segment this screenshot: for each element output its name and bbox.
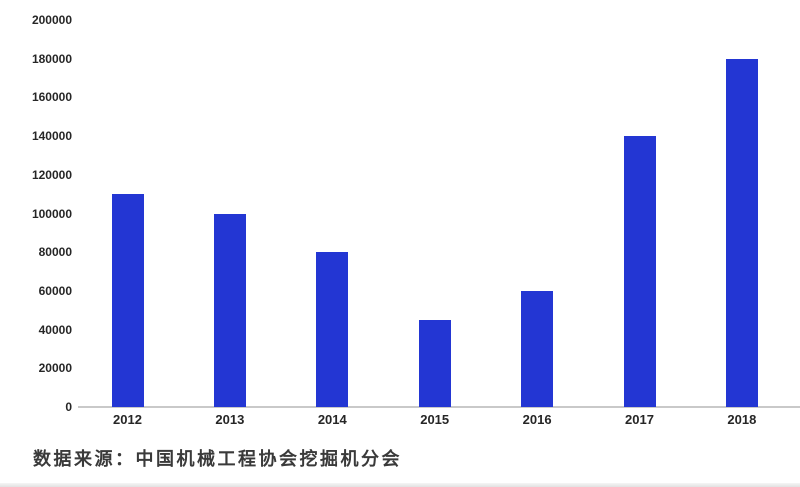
x-tick-label-2014: 2014 bbox=[317, 412, 347, 427]
y-tick-label: 200000 bbox=[31, 13, 72, 27]
y-tick-label: 40000 bbox=[38, 322, 72, 337]
y-tick-label: 140000 bbox=[31, 129, 72, 144]
y-tick-label: 120000 bbox=[31, 167, 72, 182]
bar-2015 bbox=[418, 319, 451, 407]
x-tick-label-2015: 2015 bbox=[420, 412, 450, 427]
bar-2013 bbox=[213, 213, 246, 407]
bar-2014 bbox=[316, 252, 349, 407]
y-tick-label: 100000 bbox=[31, 206, 72, 221]
y-tick-label: 20000 bbox=[38, 361, 72, 376]
bar-2016 bbox=[521, 290, 554, 407]
y-tick-label: 0 bbox=[65, 400, 72, 414]
y-tick-label: 60000 bbox=[38, 283, 72, 298]
y-tick-label: 160000 bbox=[31, 90, 72, 105]
bar-2012 bbox=[111, 194, 144, 407]
y-tick-label: 80000 bbox=[38, 245, 72, 260]
y-tick-label: 180000 bbox=[31, 51, 72, 66]
bottom-edge-strip bbox=[0, 483, 800, 487]
data-source-caption: 数据来源：中国机械工程协会挖掘机分会 bbox=[33, 449, 402, 469]
x-tick-label-2012: 2012 bbox=[113, 412, 142, 427]
x-tick-label-2018: 2018 bbox=[727, 412, 757, 427]
x-tick-label-2013: 2013 bbox=[215, 412, 245, 427]
x-tick-label-2017: 2017 bbox=[625, 412, 654, 427]
bar-2017 bbox=[623, 136, 656, 407]
bar-2018 bbox=[725, 58, 758, 407]
x-tick-label-2016: 2016 bbox=[522, 412, 552, 427]
x-axis-line bbox=[78, 406, 800, 408]
